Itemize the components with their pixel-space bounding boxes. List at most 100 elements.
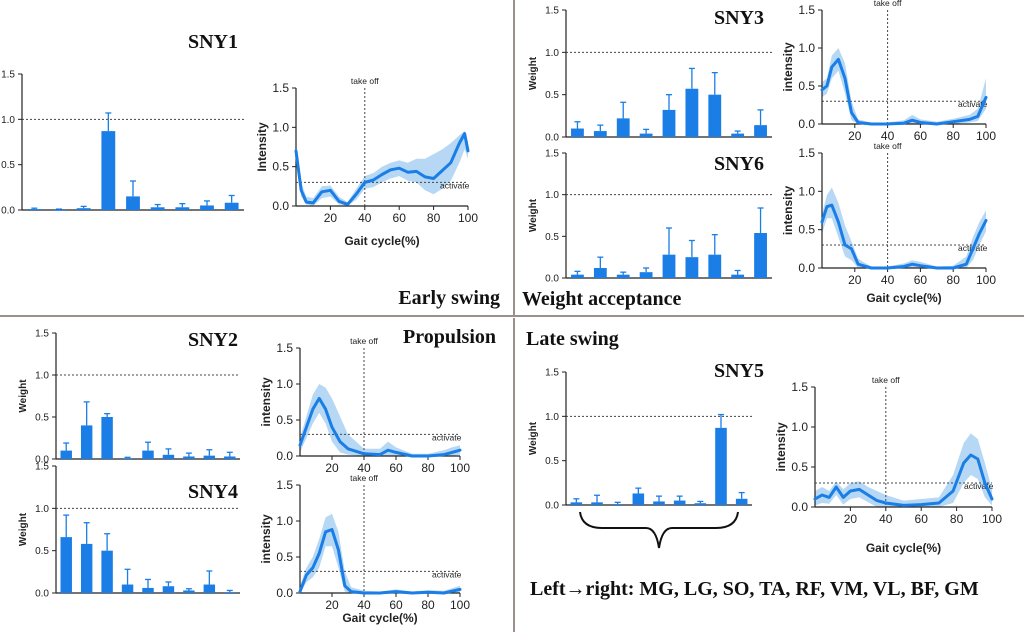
bar-gm [754,125,767,137]
y-tick-label: 0.5 [1,160,15,171]
y-tick-label: 0.5 [276,550,293,564]
bar-so [616,274,630,278]
y-tick-label: 1.5 [545,6,559,17]
chart-title: SNY2 [188,329,238,351]
y-tick-label: 0.5 [35,546,49,557]
y-tick-label: 0.0 [276,586,293,600]
x-axis-label: Gait cycle(%) [342,611,417,625]
bar-lg [591,502,603,505]
y-tick-label: 0.5 [272,160,289,174]
x-tick-label: 100 [450,598,470,612]
x-axis-label: Gait cycle(%) [344,234,419,248]
activate-label: activate [964,481,994,491]
y-tick-label: 0.5 [545,232,559,243]
bar-mg [60,537,72,593]
sd-band [822,48,986,124]
y-tick-label: 0.0 [1,206,15,217]
y-tick-label: 1.5 [1,70,15,81]
x-tick-label: 40 [358,211,372,225]
y-tick-label: 1.0 [791,420,808,434]
takeoff-label: take off [874,141,902,151]
sd-band [822,187,986,268]
bar-gm [224,202,239,210]
sd-band [296,131,468,206]
x-tick-label: 60 [914,129,928,143]
y-tick-label: 1.0 [276,514,293,528]
x-tick-label: 100 [458,211,478,225]
y-tick-label: 0.0 [276,449,293,463]
y-tick-label: 0.5 [798,79,815,93]
mean-line [820,57,988,126]
bar-lg [80,543,93,593]
bar-ta [121,458,134,459]
y-tick-label: 0.5 [545,90,559,101]
bar-gm [754,233,767,278]
takeoff-label: take off [350,473,378,483]
y-tick-label: 1.5 [35,462,49,473]
bar-vl [694,503,707,505]
x-tick-label: 100 [976,129,996,143]
bar-bf [203,455,216,459]
y-tick-label: 0.0 [545,274,559,285]
x-tick-label: 100 [982,512,1002,526]
chart-title: SNY3 [714,7,764,29]
y-axis-label: intensity [259,514,273,564]
bar-so [616,118,630,137]
y-tick-label: 0.5 [276,413,293,427]
x-axis-label: Gait cycle(%) [866,541,941,555]
bar-rf [142,587,154,593]
y-tick-label: 0.5 [545,456,559,467]
muscle-brace [579,511,739,549]
phase-label-early-swing: Early swing [398,287,500,309]
y-axis-label: Intensity [255,122,269,172]
bar-vm [685,88,699,137]
chart-title: SNY5 [714,360,764,382]
bar-bf [200,205,214,210]
y-tick-label: 0.0 [272,199,289,213]
y-tick-label: 1.0 [545,412,559,423]
x-axis-label: Gait cycle(%) [866,291,941,305]
bar-lg [52,210,66,211]
phase-label-propulsion: Propulsion [403,326,496,348]
y-axis-label: Weight [528,421,539,455]
bar-rf [662,254,676,278]
bar-gm [224,456,236,459]
y-tick-label: 1.5 [35,329,49,340]
line-chart-sny5: 0.0 0.5 1.0 1.5 20 40 60 80 100 take off activate i… [774,375,1002,555]
y-tick-label: 0.0 [545,133,559,144]
y-tick-label: 1.0 [272,120,289,134]
takeoff-label: take off [874,0,902,8]
x-tick-label: 20 [844,512,858,526]
y-tick-label: 1.0 [798,184,815,198]
x-tick-label: 80 [947,129,961,143]
bar-mg [570,502,583,505]
activate-label: activate [432,432,462,442]
bar-bf [715,427,727,505]
y-tick-label: 1.0 [35,371,49,382]
takeoff-label: take off [872,375,900,385]
mean-line [820,203,988,270]
x-tick-label: 20 [324,211,338,225]
y-axis-label: Weight [18,512,29,546]
y-tick-label: 1.5 [791,380,808,394]
x-tick-label: 20 [848,273,862,287]
bar-ta [121,584,134,593]
x-tick-label: 40 [879,512,893,526]
chart-title: SNY6 [714,153,764,175]
bar-mg [27,209,42,210]
bar-lg [80,425,93,459]
x-tick-label: 20 [325,598,339,612]
bar-vm [150,207,165,210]
y-tick-label: 1.5 [272,81,289,95]
bar-vl [175,207,190,210]
x-tick-label: 40 [881,273,895,287]
bar-rf [126,196,140,210]
y-tick-label: 1.0 [545,48,559,59]
activate-label: activate [440,180,470,190]
bar-mg [571,128,584,137]
bar-vl [708,254,722,278]
bar-bf [203,584,216,593]
x-tick-label: 60 [393,211,407,225]
y-tick-label: 1.0 [798,41,815,55]
y-tick-label: 0.5 [791,460,808,474]
